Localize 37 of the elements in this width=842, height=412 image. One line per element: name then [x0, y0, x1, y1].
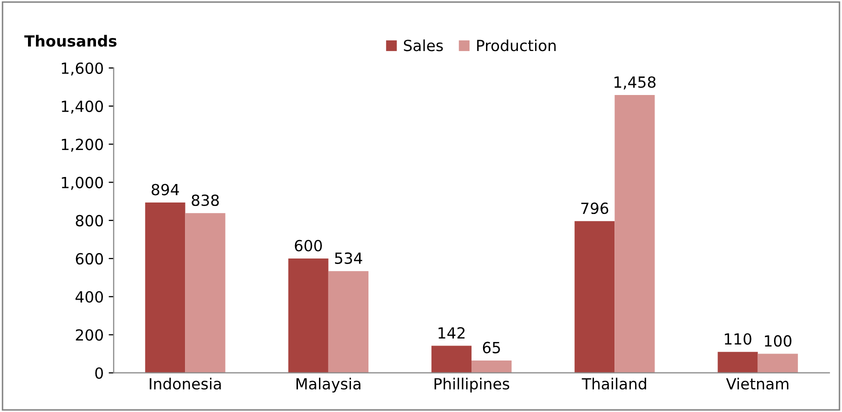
- data-label: 894: [152, 184, 179, 196]
- x-tick-label: Malaysia: [296, 378, 360, 393]
- x-tick-label: Phillipines: [434, 378, 510, 393]
- x-tick-label: Thailand: [582, 378, 646, 390]
- x-tick-label: Indonesia: [150, 378, 221, 390]
- data-label: 65: [482, 342, 500, 354]
- bar: [431, 346, 472, 373]
- y-axis-title: Thousands: [24, 34, 116, 47]
- data-label: 600: [294, 240, 322, 252]
- y-tick-label: 200: [76, 329, 103, 341]
- bar: [145, 202, 186, 373]
- y-tick-label: 800: [76, 214, 103, 226]
- bar: [614, 95, 655, 373]
- bar: [574, 221, 615, 373]
- data-label: 534: [335, 252, 362, 264]
- y-tick-label: 400: [76, 291, 103, 303]
- bar: [472, 360, 512, 373]
- data-label: 110: [724, 333, 752, 345]
- bar: [758, 354, 798, 373]
- x-tick-label: Vietnam: [726, 378, 788, 390]
- data-label: 142: [438, 327, 465, 338]
- bar: [288, 258, 328, 373]
- y-tick-label: 1,000: [62, 176, 103, 190]
- data-label: 796: [581, 202, 608, 214]
- y-tick-label: 0: [95, 367, 103, 379]
- legend-label: Production: [477, 39, 556, 52]
- bar: [718, 352, 758, 373]
- legend-label: Sales: [404, 39, 443, 52]
- y-tick-label: 1,200: [62, 138, 103, 152]
- bar: [328, 271, 368, 373]
- y-tick-label: 1,600: [62, 62, 103, 76]
- data-label: 1,458: [614, 76, 656, 90]
- bar: [185, 213, 226, 373]
- data-label: 100: [764, 335, 792, 347]
- y-tick-label: 600: [76, 252, 103, 265]
- data-label: 838: [192, 194, 219, 206]
- y-tick-label: 1,400: [62, 100, 103, 114]
